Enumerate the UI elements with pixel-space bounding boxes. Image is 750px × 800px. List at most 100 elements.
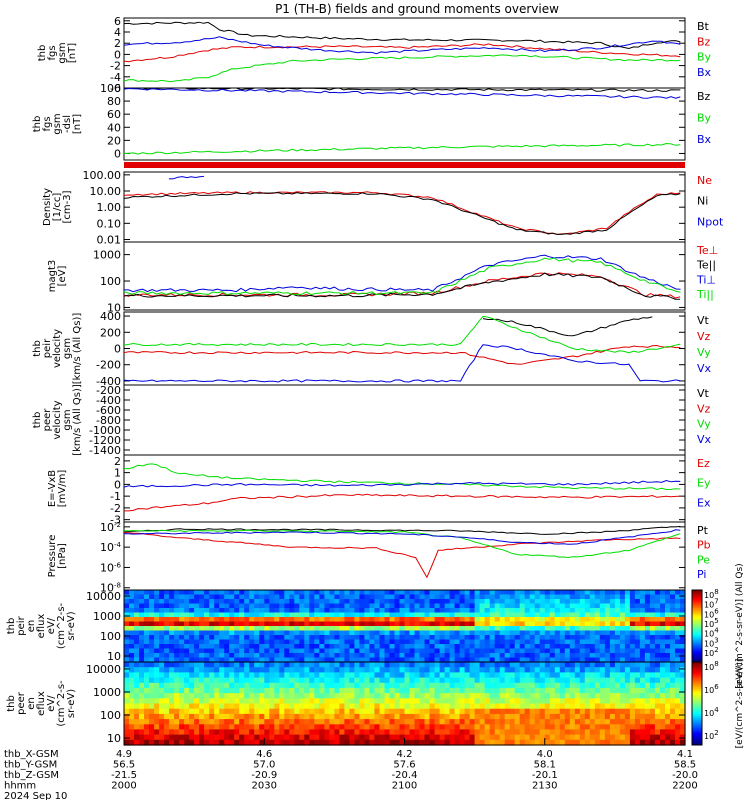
heatmap-cell (244, 653, 250, 659)
heatmap-cell (329, 739, 335, 746)
heatmap-cell (199, 653, 205, 659)
heatmap-cell (489, 612, 496, 618)
heatmap-cell (619, 682, 626, 689)
heatmap-cell (599, 630, 606, 636)
heatmap-cell (419, 729, 426, 736)
heatmap-cell (129, 667, 135, 673)
colorbar-segment (692, 602, 702, 605)
heatmap-cell (484, 698, 491, 705)
heatmap-cell (239, 608, 245, 614)
heatmap-cell (624, 667, 631, 673)
heatmap-cell (665, 599, 671, 605)
heatmap-cell (384, 635, 391, 641)
heatmap-cell (369, 635, 375, 641)
heatmap-cell (454, 677, 461, 684)
colorbar-segment (692, 724, 702, 727)
heatmap-cell (294, 626, 300, 632)
heatmap-cell (534, 612, 541, 618)
heatmap-cell (169, 719, 175, 725)
heatmap-cell (614, 621, 621, 627)
heatmap-cell (339, 590, 345, 596)
heatmap-cell (519, 626, 526, 632)
heatmap-cell (539, 687, 546, 694)
heatmap-cell (229, 713, 235, 720)
heatmap-cell (424, 724, 431, 731)
heatmap-cell (544, 708, 551, 715)
heatmap-cell (549, 682, 556, 689)
heatmap-cell (334, 729, 340, 736)
heatmap-cell (665, 639, 671, 645)
heatmap-cell (479, 603, 486, 609)
heatmap-cell (379, 639, 386, 645)
heatmap-cell (219, 734, 225, 741)
heatmap-cell (569, 734, 576, 741)
heatmap-cell (609, 657, 616, 663)
heatmap-cell (174, 734, 180, 741)
heatmap-cell (554, 724, 561, 731)
heatmap-cell (319, 734, 325, 741)
heatmap-cell (474, 687, 481, 694)
heatmap-cell (329, 677, 335, 684)
heatmap-cell (204, 635, 210, 641)
heatmap-cell (619, 724, 626, 731)
heatmap-cell (609, 672, 616, 679)
heatmap-cell (144, 672, 150, 679)
heatmap-cell (374, 590, 380, 596)
heatmap-cell (339, 617, 345, 623)
heatmap-cell (309, 653, 315, 659)
heatmap-cell (249, 594, 255, 600)
heatmap-cell (604, 667, 611, 673)
heatmap-cell (504, 612, 511, 618)
heatmap-cell (154, 739, 160, 746)
heatmap-cell (164, 590, 170, 596)
heatmap-cell (384, 698, 391, 705)
heatmap-cell (254, 734, 260, 741)
heatmap-cell (399, 626, 406, 632)
heatmap-cell (464, 693, 471, 699)
heatmap-cell (159, 682, 165, 689)
heatmap-cell (644, 672, 651, 679)
heatmap-cell (519, 594, 526, 600)
heatmap-cell (129, 687, 135, 694)
heatmap-cell (514, 677, 521, 684)
heatmap-cell (494, 667, 501, 673)
heatmap-cell (274, 630, 280, 636)
heatmap-cell (680, 734, 686, 741)
heatmap-cell (469, 635, 476, 641)
heatmap-cell (359, 644, 365, 650)
heatmap-cell (204, 677, 210, 684)
heatmap-cell (264, 713, 270, 720)
heatmap-cell (374, 648, 380, 654)
heatmap-cell (559, 713, 566, 720)
heatmap-cell (414, 693, 421, 699)
heatmap-cell (294, 677, 300, 684)
heatmap-cell (434, 719, 441, 725)
heatmap-cell (514, 599, 521, 605)
heatmap-cell (419, 617, 426, 623)
heatmap-cell (614, 687, 621, 694)
heatmap-cell (199, 599, 205, 605)
heatmap-cell (499, 729, 506, 736)
heatmap-cell (334, 621, 340, 627)
heatmap-cell (244, 594, 250, 600)
heatmap-cell (424, 653, 431, 659)
heatmap-cell (349, 653, 355, 659)
heatmap-cell (544, 639, 551, 645)
heatmap-cell (479, 653, 486, 659)
heatmap-cell (204, 594, 210, 600)
heatmap-cell (384, 608, 391, 614)
heatmap-cell (594, 590, 601, 596)
heatmap-cell (379, 662, 386, 668)
heatmap-cell (229, 635, 235, 641)
heatmap-cell (249, 621, 255, 627)
heatmap-cell (349, 608, 355, 614)
heatmap-cell (559, 639, 566, 645)
heatmap-cell (665, 682, 671, 689)
heatmap-cell (469, 630, 476, 636)
heatmap-cell (304, 724, 310, 731)
heatmap-cell (634, 621, 641, 627)
heatmap-cell (459, 599, 466, 605)
heatmap-cell (404, 644, 411, 650)
